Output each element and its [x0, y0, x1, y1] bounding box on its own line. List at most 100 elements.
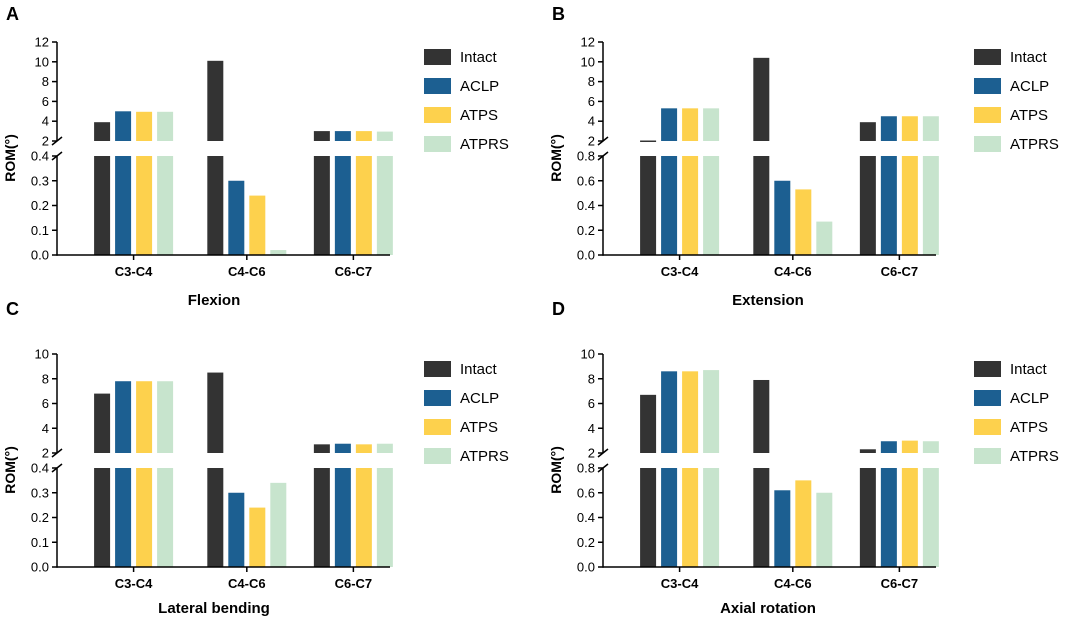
bar-atprs-c6-c7-upper: [922, 441, 939, 453]
chart-title: Extension: [732, 292, 804, 309]
panel-letter: A: [6, 4, 19, 24]
bar-intact-c3-c4-lower: [94, 468, 111, 567]
y-tick-label: 4: [42, 421, 49, 436]
bar-atps-c6-c7-lower: [901, 468, 918, 567]
bar-atprs-c6-c7-lower: [922, 468, 939, 567]
y-tick-label: 12: [581, 35, 595, 50]
bar-intact-c6-c7-upper: [859, 449, 876, 453]
panel-d: D C3-C4 C4-C6 C6-C7 0.0 0.2 0.4 0.6 0.82 4 6 8 10 ROM…: [548, 299, 1059, 617]
y-axis-label: ROM(°): [548, 446, 564, 494]
bar-atprs-c6-c7-lower: [376, 468, 393, 567]
legend-label-atps: ATPS: [1010, 107, 1048, 124]
x-tick-label: C6-C7: [881, 576, 919, 591]
legend-swatch-atps: [424, 107, 451, 123]
y-tick-label: 0.2: [31, 510, 49, 525]
legend-swatch-intact: [424, 361, 451, 377]
y-tick-label: 4: [588, 114, 595, 129]
bar-intact-c3-c4-lower: [94, 156, 111, 255]
x-tick-label: C4-C6: [228, 576, 266, 591]
y-tick-label: 0.4: [577, 198, 595, 213]
bar-atprs-c4-c6: [816, 221, 833, 255]
bar-atprs-c3-c4-lower: [157, 156, 174, 255]
bar-aclp-c6-c7-lower: [880, 468, 897, 567]
panel-a: A C3-C4 C4-C6 C6-C7 0.0 0.1 0.2 0.3 0.42 4 6 8 10 12 R…: [2, 4, 509, 309]
x-tick-label: C4-C6: [228, 264, 266, 279]
y-tick-label: 10: [581, 347, 595, 362]
chart-title: Lateral bending: [158, 600, 270, 617]
bar-aclp-c6-c7-lower: [334, 156, 351, 255]
y-tick-label: 6: [588, 396, 595, 411]
bar-atps-c3-c4-upper: [682, 371, 699, 453]
bar-aclp-c3-c4-lower: [661, 468, 678, 567]
bar-intact-c4-c6-lower: [207, 156, 224, 255]
bar-atprs-c6-c7-upper: [376, 131, 393, 141]
bar-aclp-c4-c6: [774, 180, 791, 255]
y-tick-label: 2: [42, 446, 49, 461]
bar-intact-c3-c4-upper: [640, 140, 657, 143]
legend-swatch-aclp: [974, 390, 1001, 406]
legend-swatch-aclp: [424, 390, 451, 406]
bar-atprs-c3-c4-upper: [703, 108, 720, 141]
y-tick-label: 0.3: [31, 485, 49, 500]
panel-c: C C3-C4 C4-C6 C6-C7 0.0 0.1 0.2 0.3 0.42 4 6 8 10 ROM…: [2, 299, 509, 617]
y-tick-label: 10: [35, 54, 49, 69]
y-tick-label: 8: [588, 74, 595, 89]
bar-atps-c3-c4-upper: [682, 108, 699, 141]
bar-atps-c4-c6: [795, 480, 812, 567]
y-tick-label: 0.3: [31, 173, 49, 188]
bar-aclp-c4-c6: [228, 492, 245, 567]
bar-aclp-c3-c4-upper: [115, 381, 132, 453]
y-tick-label: 6: [42, 94, 49, 109]
bar-intact-c3-c4-upper: [640, 394, 657, 453]
bar-atps-c4-c6: [249, 195, 266, 255]
y-tick-label: 6: [588, 94, 595, 109]
bar-atprs-c4-c6: [816, 492, 833, 567]
bar-atprs-c3-c4-lower: [703, 156, 720, 255]
y-tick-label: 0.0: [577, 560, 595, 575]
bar-intact-c4-c6-lower: [753, 156, 770, 255]
y-tick-label: 6: [42, 396, 49, 411]
y-tick-label: 2: [588, 446, 595, 461]
y-tick-label: 0.6: [577, 173, 595, 188]
bar-aclp-c6-c7-lower: [880, 156, 897, 255]
bar-atprs-c4-c6: [270, 250, 287, 255]
legend-label-atps: ATPS: [1010, 419, 1048, 436]
y-tick-label: 0.8: [577, 461, 595, 476]
bar-atprs-c3-c4-upper: [157, 111, 174, 141]
legend-label-atprs: ATPRS: [1010, 136, 1059, 153]
bar-atps-c6-c7-upper: [901, 116, 918, 141]
x-tick-label: C3-C4: [661, 576, 699, 591]
bar-atps-c6-c7-lower: [355, 468, 372, 567]
y-tick-label: 0.0: [31, 560, 49, 575]
bar-atps-c6-c7-lower: [901, 156, 918, 255]
legend-label-atprs: ATPRS: [1010, 448, 1059, 465]
bar-atps-c3-c4-lower: [136, 468, 153, 567]
y-tick-label: 8: [42, 74, 49, 89]
y-tick-label: 0.4: [31, 149, 49, 164]
legend-label-aclp: ACLP: [460, 78, 499, 95]
legend-swatch-atps: [974, 107, 1001, 123]
bar-aclp-c6-c7-upper: [880, 116, 897, 141]
bar-atps-c6-c7-upper: [901, 440, 918, 453]
legend-label-aclp: ACLP: [1010, 78, 1049, 95]
y-tick-label: 0.1: [31, 535, 49, 550]
bar-intact-c4-c6-lower: [753, 468, 770, 567]
bar-atprs-c6-c7-lower: [376, 156, 393, 255]
legend-swatch-atps: [974, 419, 1001, 435]
bar-intact-c4-c6-upper: [207, 372, 224, 453]
bar-aclp-c6-c7-lower: [334, 468, 351, 567]
y-axis-label: ROM(°): [548, 134, 564, 182]
x-tick-label: C6-C7: [335, 576, 373, 591]
y-axis-label: ROM(°): [2, 134, 18, 182]
bar-aclp-c3-c4-upper: [661, 108, 678, 141]
bar-atps-c3-c4-lower: [682, 468, 699, 567]
y-tick-label: 0.2: [31, 198, 49, 213]
legend-label-atps: ATPS: [460, 107, 498, 124]
y-tick-label: 0.1: [31, 223, 49, 238]
bar-atps-c3-c4-upper: [136, 111, 153, 141]
y-tick-label: 10: [35, 347, 49, 362]
legend-label-intact: Intact: [460, 49, 498, 66]
bar-atps-c4-c6: [249, 507, 266, 567]
bar-atps-c3-c4-lower: [682, 156, 699, 255]
bar-atps-c6-c7-lower: [355, 156, 372, 255]
